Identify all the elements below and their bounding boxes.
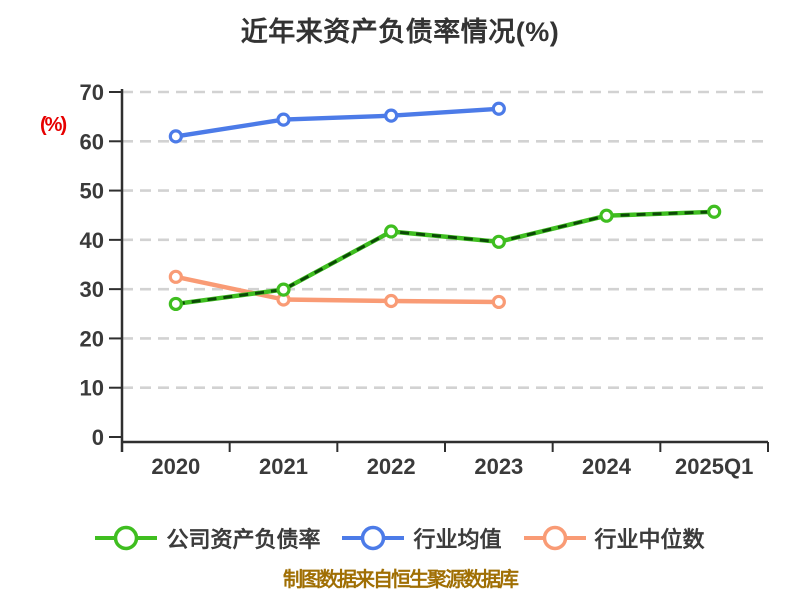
legend-item-0: 公司资产负债率 bbox=[95, 522, 320, 554]
data-point-0-2023 bbox=[491, 234, 506, 249]
data-point-0-2025Q1 bbox=[707, 204, 722, 219]
y-axis-unit-label: (%) bbox=[40, 114, 67, 136]
data-point-2-2022 bbox=[384, 293, 399, 309]
legend-marker-icon-0 bbox=[95, 525, 158, 551]
data-point-2-2023 bbox=[491, 294, 506, 310]
legend-label-1: 行业均值 bbox=[413, 527, 502, 552]
chart-title: 近年来资产负债率情况(%) bbox=[240, 17, 560, 47]
legend-circle-0 bbox=[114, 525, 139, 551]
x-tick-label-2020: 2020 bbox=[151, 454, 200, 479]
data-point-2-2020 bbox=[168, 269, 183, 284]
x-tick-label-2021: 2021 bbox=[259, 454, 308, 479]
data-source-caption: 制图数据来自恒生聚源数据库 bbox=[283, 569, 519, 591]
y-tick-label-70: 70 bbox=[80, 80, 104, 105]
legend-circle-1 bbox=[361, 525, 386, 551]
y-tick-label-30: 30 bbox=[80, 277, 104, 302]
x-tick-label-2023: 2023 bbox=[474, 454, 523, 479]
legend-item-1: 行业均值 bbox=[342, 522, 502, 554]
x-tick-label-2024: 2024 bbox=[582, 454, 632, 479]
data-point-0-2024 bbox=[599, 208, 614, 223]
legend-marker-icon-2 bbox=[523, 525, 586, 551]
legend-circle-2 bbox=[542, 525, 567, 551]
legend-item-2: 行业中位数 bbox=[523, 522, 705, 554]
data-point-1-2021 bbox=[276, 112, 291, 127]
y-tick-label-40: 40 bbox=[80, 228, 104, 253]
legend: 公司资产负债率 行业均值 行业中位数 bbox=[0, 522, 800, 554]
data-point-0-2021 bbox=[276, 282, 291, 297]
data-point-0-2022 bbox=[384, 224, 399, 239]
series-line-dash-overlay-0 bbox=[175, 210, 715, 306]
x-tick-label-2022: 2022 bbox=[367, 454, 416, 479]
data-point-0-2020 bbox=[168, 296, 183, 312]
legend-marker-icon-1 bbox=[342, 525, 405, 551]
y-tick-label-60: 60 bbox=[80, 129, 104, 154]
y-tick-label-20: 20 bbox=[80, 326, 104, 351]
x-tick-label-2025Q1: 2025Q1 bbox=[675, 454, 753, 479]
y-tick-label-10: 10 bbox=[80, 376, 104, 401]
series-line-2 bbox=[173, 274, 501, 305]
y-tick-label-0: 0 bbox=[92, 425, 104, 450]
data-point-1-2022 bbox=[384, 108, 399, 123]
data-point-1-2020 bbox=[168, 129, 183, 144]
legend-label-0: 公司资产负债率 bbox=[166, 527, 321, 552]
y-tick-label-50: 50 bbox=[80, 179, 104, 204]
data-point-1-2023 bbox=[491, 101, 506, 116]
series-line-1 bbox=[173, 106, 501, 139]
legend-label-2: 行业中位数 bbox=[594, 527, 705, 552]
